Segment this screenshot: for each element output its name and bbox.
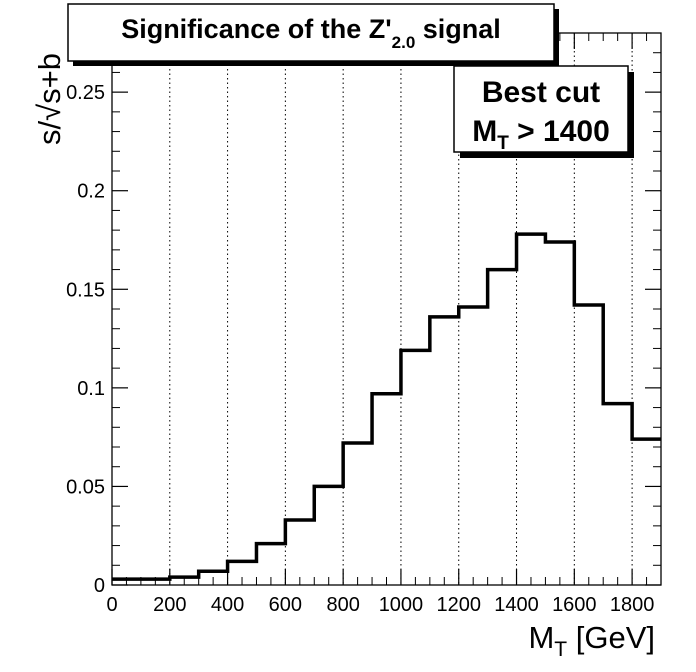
y-tick-label: 0.05 [66, 476, 105, 498]
best-cut-line2-main: M [472, 115, 497, 148]
chart-title-suffix: signal [415, 14, 501, 44]
best-cut-line1: Best cut [482, 76, 600, 109]
x-tick-label: 1400 [494, 594, 539, 616]
x-tick-label: 1600 [552, 594, 597, 616]
x-tick-label: 0 [106, 594, 117, 616]
x-tick-label: 600 [269, 594, 302, 616]
x-axis-title: MT [GeV] [528, 620, 655, 661]
best-cut-box: Best cut MT > 1400 [453, 65, 634, 158]
chart-title-subscript: 2.0 [392, 33, 416, 52]
best-cut-line2-suffix: > 1400 [509, 115, 610, 148]
x-tick-labels: 0 200 400 600 800 1000 1200 1400 1600 1800 [106, 594, 654, 616]
y-axis-title-group: s/√s+b [32, 53, 67, 145]
y-tick-label: 0.1 [77, 378, 105, 400]
y-tick-labels: 0 0.05 0.1 0.15 0.2 0.25 [66, 82, 105, 597]
x-axis-title-suffix: [GeV] [567, 620, 655, 655]
x-tick-label: 200 [153, 594, 186, 616]
y-axis-title: s/√s+b [32, 53, 67, 145]
best-cut-line2-subscript: T [497, 133, 509, 154]
x-tick-label: 1800 [610, 594, 655, 616]
y-tick-label: 0 [94, 575, 105, 597]
x-axis-title-main: M [528, 620, 554, 655]
chart-title-main: Significance of the Z' [121, 14, 391, 44]
y-tick-label: 0.25 [66, 82, 105, 104]
x-tick-label: 1000 [379, 594, 424, 616]
best-cut-box-frame [453, 65, 629, 153]
x-axis-title-subscript: T [554, 638, 567, 661]
title-box-frame [67, 3, 555, 62]
x-tick-label: 800 [326, 594, 359, 616]
y-tick-label: 0.2 [77, 181, 105, 203]
x-tick-label: 400 [211, 594, 244, 616]
title-box: Significance of the Z'2.0 signal [67, 3, 559, 66]
best-cut-line2: MT > 1400 [472, 115, 610, 154]
x-tick-label: 1200 [436, 594, 481, 616]
chart-title: Significance of the Z'2.0 signal [121, 14, 501, 52]
y-tick-label: 0.15 [66, 279, 105, 301]
